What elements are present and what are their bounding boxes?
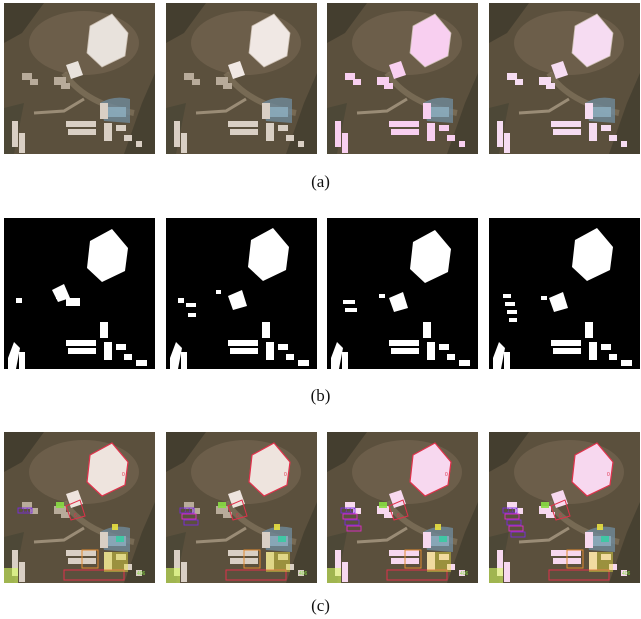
satellite-panel-a1 xyxy=(4,3,155,154)
annotation-label: 6 xyxy=(236,513,239,519)
annotation-label: 6 xyxy=(397,513,400,519)
caption-a: (a) xyxy=(311,172,330,191)
mask-panel-b2 xyxy=(166,218,317,369)
annotated-panel-c4: 0 6 1.17 406 xyxy=(489,432,640,583)
binary-mask-svg xyxy=(166,218,317,369)
annotated-image-svg: 0 6 1.17 406 xyxy=(166,432,317,583)
mask-panel-b3 xyxy=(327,218,478,369)
annotation-label: 6 xyxy=(559,513,562,519)
annotation-label: 0 xyxy=(122,472,125,478)
annotated-image-svg: 0 6 1.17 406 xyxy=(4,432,155,583)
annotation-label: 6 xyxy=(74,513,77,519)
annotation-label: 406 xyxy=(622,571,631,577)
annotation-label: 1.17 xyxy=(345,508,355,514)
satellite-panel-a2 xyxy=(166,3,317,154)
binary-mask-svg xyxy=(4,218,155,369)
satellite-image-svg xyxy=(327,3,478,154)
annotated-panel-c2: 0 6 1.17 406 xyxy=(166,432,317,583)
annotation-label: 406 xyxy=(137,571,146,577)
annotated-panel-c3: 0 6 1.17 406 xyxy=(327,432,478,583)
satellite-image-svg xyxy=(166,3,317,154)
annotation-label: 1.17 xyxy=(507,508,517,514)
mask-panel-b1 xyxy=(4,218,155,369)
satellite-panel-a3 xyxy=(327,3,478,154)
annotation-label: 406 xyxy=(299,571,308,577)
satellite-image-svg xyxy=(4,3,155,154)
annotated-image-svg: 0 6 1.17 406 xyxy=(489,432,640,583)
annotation-label: 1.17 xyxy=(22,508,32,514)
annotated-image-svg: 0 6 1.17 406 xyxy=(327,432,478,583)
annotation-label: 1.17 xyxy=(184,508,194,514)
annotation-label: 0 xyxy=(284,472,287,478)
annotation-label: 406 xyxy=(460,571,469,577)
satellite-panel-a4 xyxy=(489,3,640,154)
binary-mask-svg xyxy=(489,218,640,369)
caption-b: (b) xyxy=(310,386,331,405)
satellite-image-svg xyxy=(489,3,640,154)
binary-mask-svg xyxy=(327,218,478,369)
annotated-panel-c1: 0 6 1.17 406 xyxy=(4,432,155,583)
annotation-label: 0 xyxy=(445,472,448,478)
annotation-label: 0 xyxy=(607,472,610,478)
mask-panel-b4 xyxy=(489,218,640,369)
caption-c: (c) xyxy=(311,596,330,615)
